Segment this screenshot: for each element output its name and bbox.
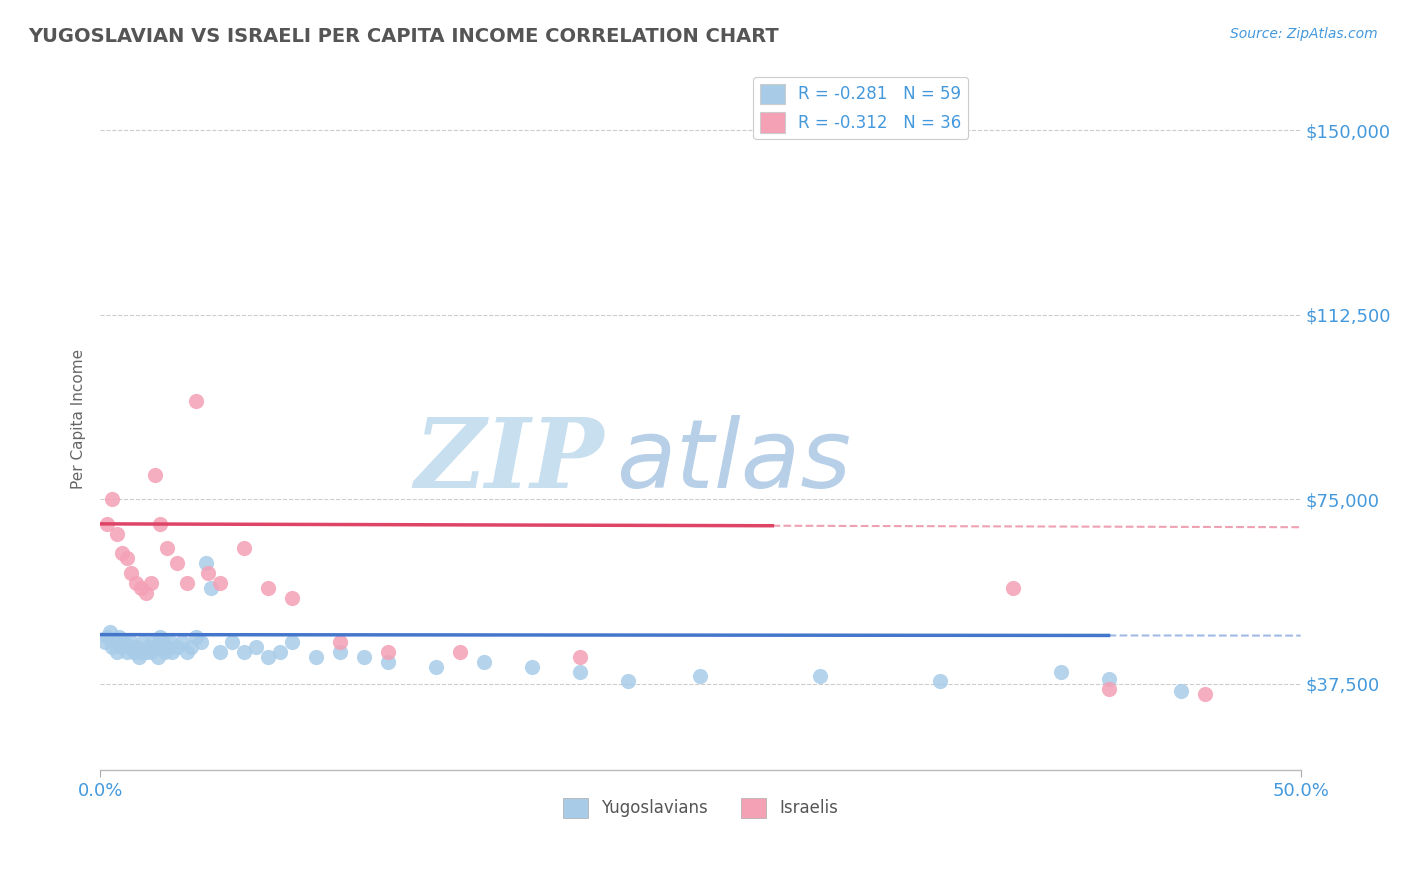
Point — [152, 635, 174, 649]
Text: Source: ZipAtlas.com: Source: ZipAtlas.com — [1230, 27, 1378, 41]
Point — [449, 645, 471, 659]
Point — [1049, 665, 1071, 679]
Point — [329, 635, 352, 649]
Point — [149, 516, 172, 531]
Point — [180, 640, 202, 654]
Point — [617, 674, 640, 689]
Point — [186, 630, 208, 644]
Point — [269, 645, 291, 659]
Point — [156, 640, 179, 654]
Point — [197, 566, 219, 580]
Point — [129, 645, 152, 659]
Point — [257, 581, 280, 595]
Point — [472, 655, 495, 669]
Point — [1097, 681, 1119, 696]
Point — [96, 630, 118, 644]
Point — [111, 640, 134, 654]
Point — [233, 541, 256, 556]
Point — [329, 645, 352, 659]
Point — [1194, 687, 1216, 701]
Point — [160, 645, 183, 659]
Point — [810, 669, 832, 683]
Point — [194, 556, 217, 570]
Y-axis label: Per Capita Income: Per Capita Income — [72, 349, 86, 490]
Point — [101, 492, 124, 507]
Point — [105, 526, 128, 541]
Point — [159, 635, 181, 649]
Point — [353, 649, 375, 664]
Point — [522, 659, 544, 673]
Point — [135, 586, 157, 600]
Point — [305, 649, 328, 664]
Point — [136, 640, 159, 654]
Point — [166, 556, 188, 570]
Point — [1170, 684, 1192, 698]
Point — [200, 581, 222, 595]
Point — [257, 649, 280, 664]
Point — [135, 645, 157, 659]
Text: ZIP: ZIP — [415, 415, 605, 508]
Legend: Yugoslavians, Israelis: Yugoslavians, Israelis — [555, 791, 845, 825]
Point — [425, 659, 447, 673]
Point — [186, 393, 208, 408]
Point — [142, 635, 165, 649]
Text: atlas: atlas — [616, 415, 852, 508]
Point — [94, 635, 117, 649]
Point — [233, 645, 256, 659]
Point — [120, 635, 142, 649]
Point — [128, 649, 150, 664]
Point — [1001, 581, 1024, 595]
Point — [115, 645, 138, 659]
Point — [281, 591, 304, 605]
Point — [105, 645, 128, 659]
Point — [221, 635, 243, 649]
Point — [209, 576, 232, 591]
Point — [281, 635, 304, 649]
Point — [143, 467, 166, 482]
Point — [132, 635, 155, 649]
Point — [96, 516, 118, 531]
Point — [176, 645, 198, 659]
Point — [569, 665, 592, 679]
Point — [143, 640, 166, 654]
Point — [377, 655, 399, 669]
Point — [929, 674, 952, 689]
Text: YUGOSLAVIAN VS ISRAELI PER CAPITA INCOME CORRELATION CHART: YUGOSLAVIAN VS ISRAELI PER CAPITA INCOME… — [28, 27, 779, 45]
Point — [98, 625, 121, 640]
Point — [245, 640, 267, 654]
Point — [209, 645, 232, 659]
Point — [153, 645, 176, 659]
Point — [111, 546, 134, 560]
Point — [689, 669, 711, 683]
Point — [108, 630, 131, 644]
Point — [146, 649, 169, 664]
Point — [170, 635, 193, 649]
Point — [120, 566, 142, 580]
Point — [125, 640, 148, 654]
Point — [166, 640, 188, 654]
Point — [377, 645, 399, 659]
Point — [176, 576, 198, 591]
Point — [122, 645, 145, 659]
Point — [149, 630, 172, 644]
Point — [129, 581, 152, 595]
Point — [190, 635, 212, 649]
Point — [112, 635, 135, 649]
Point — [139, 645, 162, 659]
Point — [118, 640, 141, 654]
Point — [125, 576, 148, 591]
Point — [103, 635, 125, 649]
Point — [569, 649, 592, 664]
Point — [139, 576, 162, 591]
Point — [101, 640, 124, 654]
Point — [1097, 672, 1119, 686]
Point — [156, 541, 179, 556]
Point — [115, 551, 138, 566]
